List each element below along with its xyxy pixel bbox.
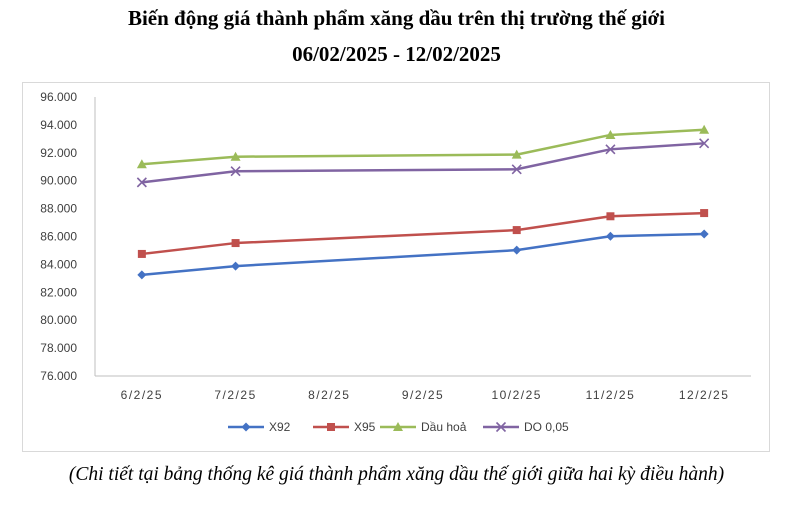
x-tick-label: 11/2/25	[586, 388, 636, 402]
y-tick-label: 96.000	[40, 90, 77, 104]
x-axis-ticks: 6/2/25 7/2/25 8/2/25 9/2/25 10/2/25 11/2/25 12…	[121, 388, 730, 402]
series-4	[136, 138, 710, 188]
series-line	[141, 142, 705, 184]
x-tick-label: 7/2/25	[214, 388, 256, 402]
y-tick-label: 94.000	[40, 118, 77, 132]
series-2	[137, 209, 709, 258]
series-line	[141, 232, 705, 277]
y-axis-ticks: 76.000 78.000 80.000 82.000 84.000 86.000 88.0…	[40, 90, 77, 383]
y-tick-label: 88.000	[40, 202, 77, 216]
legend-label: X92	[269, 420, 291, 434]
series-3	[136, 124, 710, 169]
data-point-marker	[699, 138, 710, 149]
data-point-marker	[512, 245, 522, 255]
legend-label: X95	[354, 420, 376, 434]
data-point-marker	[231, 261, 241, 271]
data-point-marker	[241, 422, 251, 432]
x-tick-label: 8/2/25	[308, 388, 350, 402]
series-line	[141, 211, 705, 256]
legend-label: Dầu hoả	[421, 420, 467, 434]
y-tick-label: 76.000	[40, 369, 77, 383]
x-tick-label: 9/2/25	[402, 388, 444, 402]
data-point-marker	[699, 229, 709, 239]
y-tick-label: 82.000	[40, 285, 77, 299]
legend-item: DO 0,05	[483, 420, 569, 434]
x-tick-label: 6/2/25	[121, 388, 163, 402]
x-tick-label: 12/2/25	[679, 388, 730, 402]
data-point-marker	[699, 124, 710, 134]
data-point-marker	[700, 209, 709, 218]
caption: (Chi tiết tại bảng thống kê giá thành ph…	[68, 464, 725, 485]
data-point-marker	[136, 177, 147, 188]
data-point-marker	[393, 422, 403, 431]
series-line	[141, 128, 705, 166]
axes	[94, 97, 751, 377]
y-tick-label: 90.000	[40, 174, 77, 188]
data-point-marker	[137, 270, 147, 280]
chart-area: 76.000 78.000 80.000 82.000 84.000 86.000 88.0…	[22, 82, 770, 452]
x-tick-label: 10/2/25	[491, 388, 542, 402]
legend: X92 X95 Dầu hoả DO 0,05	[228, 420, 569, 434]
data-point-marker	[230, 166, 241, 177]
data-point-marker	[231, 239, 240, 248]
y-tick-label: 92.000	[40, 146, 77, 160]
data-point-marker	[605, 231, 615, 241]
data-point-marker	[137, 249, 146, 258]
data-point-marker	[605, 129, 616, 139]
data-point-marker	[605, 144, 616, 155]
data-point-marker	[511, 164, 522, 175]
chart-subtitle: 06/02/2025 - 12/02/2025	[292, 42, 501, 66]
series-group	[136, 124, 710, 280]
y-tick-label: 84.000	[40, 257, 77, 271]
data-point-marker	[230, 151, 241, 161]
series-1	[137, 229, 709, 280]
data-point-marker	[327, 423, 335, 431]
legend-label: DO 0,05	[524, 420, 569, 434]
y-tick-label: 78.000	[40, 341, 77, 355]
data-point-marker	[495, 421, 507, 433]
data-point-marker	[606, 212, 615, 221]
data-point-marker	[512, 226, 521, 235]
legend-item: X92	[228, 420, 291, 434]
legend-item: Dầu hoả	[380, 420, 467, 434]
data-point-marker	[136, 159, 147, 169]
y-tick-label: 86.000	[40, 230, 77, 244]
legend-item: X95	[313, 420, 376, 434]
y-tick-label: 80.000	[40, 313, 77, 327]
data-point-marker	[511, 149, 522, 159]
chart-title: Biến động giá thành phẩm xăng dầu trên t…	[127, 6, 666, 30]
line-chart: 76.000 78.000 80.000 82.000 84.000 86.000 88.0…	[40, 90, 751, 434]
